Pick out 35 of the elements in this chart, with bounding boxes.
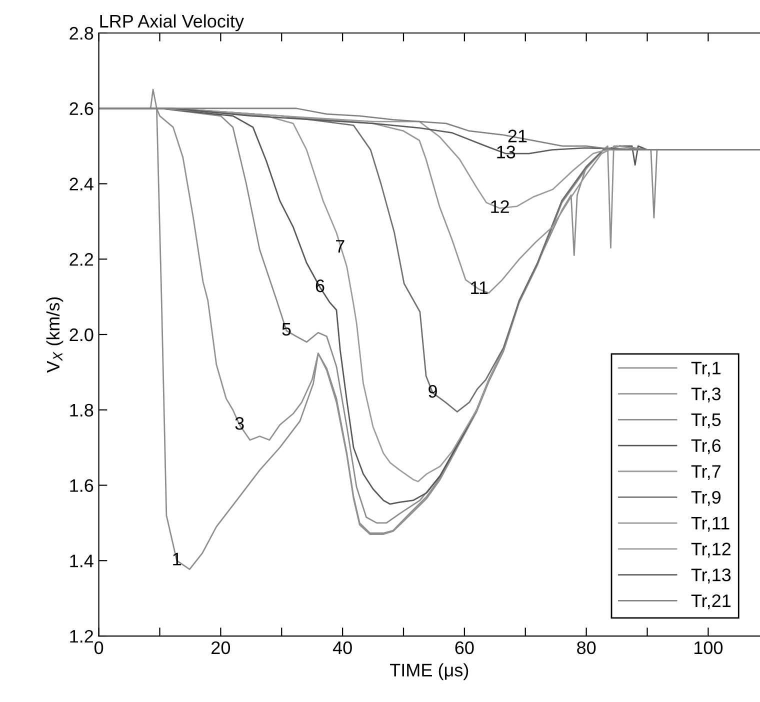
y-tick-label: 1.6 <box>70 479 94 492</box>
annotation: 12 <box>491 200 509 213</box>
y-tick-label: 1.8 <box>70 404 94 417</box>
y-axis-title: V$_{X}$ (km/s) <box>46 297 64 373</box>
annotation: 11 <box>471 282 488 294</box>
x-tick-label: 80 <box>577 641 596 654</box>
chart-title: LRP Axial Velocity <box>100 14 244 32</box>
y-tick-label: 1.4 <box>70 554 94 568</box>
legend-label: Tr,6 <box>691 439 721 454</box>
legend-label: Tr,12 <box>691 542 731 558</box>
annotation: 3 <box>235 417 244 430</box>
legend-label: Tr,21 <box>691 594 731 610</box>
legend-label: Tr,7 <box>691 465 720 480</box>
annotation: 5 <box>282 322 291 336</box>
y-tick-label: 2.2 <box>70 253 94 266</box>
x-tick-label: 100 <box>694 641 723 654</box>
legend-label: Tr,13 <box>691 568 731 584</box>
y-tick-label: 1.2 <box>70 630 94 643</box>
annotation: 7 <box>336 240 344 252</box>
annotation: 1 <box>173 552 181 566</box>
legend-label: Tr,9 <box>691 490 721 506</box>
x-tick-label: 60 <box>455 641 474 654</box>
x-tick-label: 40 <box>332 641 352 654</box>
legend-label: Tr,3 <box>691 388 721 402</box>
x-axis-title: TIME (μs) <box>390 663 468 680</box>
legend-label: Tr,1 <box>691 362 720 377</box>
x-tick-label: 20 <box>212 641 230 654</box>
annotation: 21 <box>508 130 527 142</box>
y-tick-label: 2.4 <box>70 178 94 190</box>
x-tick-label: 0 <box>94 641 104 654</box>
y-tick-label: 2.8 <box>70 26 94 40</box>
y-tick-label: 2.6 <box>70 102 94 116</box>
y-tick-label: 2.0 <box>70 328 94 342</box>
legend-label: Tr,5 <box>691 414 721 428</box>
legend-label: Tr,11 <box>691 516 730 532</box>
